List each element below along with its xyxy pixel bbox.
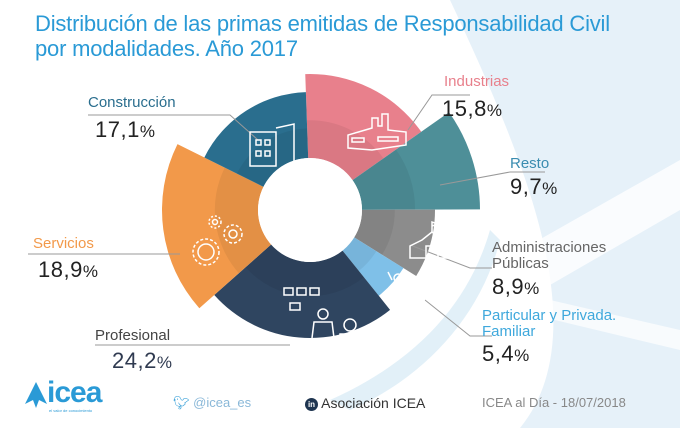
- value-resto: 9,7%: [510, 174, 558, 199]
- factory-icon: [347, 113, 407, 151]
- donut-hole: [258, 158, 362, 262]
- slice-shade: [236, 128, 309, 187]
- icea-logo-tagline: el valor de conocimiento: [49, 408, 93, 413]
- icea-logo-icon: [25, 382, 47, 408]
- leader-construccion: [88, 114, 259, 141]
- leader-resto: [439, 171, 545, 186]
- gears-icon: [192, 215, 243, 266]
- slice-industrias: [305, 74, 422, 181]
- linkedin-link[interactable]: in Asociación ICEA: [305, 395, 425, 411]
- value-administraciones: 8,9%: [492, 274, 540, 299]
- leader-admin: [409, 244, 492, 269]
- value-construccion: 17,1%: [95, 117, 156, 142]
- slice-administraciones-p-blicas: [354, 209, 435, 276]
- slice-shade: [245, 244, 364, 297]
- slice-shade: [354, 209, 395, 255]
- slice-profesional: [214, 244, 391, 338]
- label-administraciones: Administraciones Públicas: [492, 239, 607, 272]
- school-building-icon: [409, 220, 455, 259]
- slice-shade: [342, 237, 377, 271]
- label-profesional: Profesional: [95, 327, 171, 344]
- value-servicios: 18,9%: [38, 257, 99, 282]
- slice-shade: [214, 167, 272, 274]
- value-industrias: 15,8%: [442, 96, 503, 121]
- title-line-2: por modalidades. Año 2017: [35, 36, 298, 61]
- slice-particular-y-privada-familiar: [342, 237, 404, 296]
- twitter-icon: 🐦︎: [173, 395, 190, 410]
- building-icon: [249, 123, 295, 167]
- leader-industrias: [407, 94, 470, 131]
- value-profesional: 24,2%: [112, 348, 173, 373]
- twitter-link[interactable]: 🐦︎ @icea_es: [173, 395, 252, 410]
- leader-particular: [424, 299, 492, 337]
- label-resto: Resto: [510, 155, 550, 172]
- meeting-icon: [283, 287, 365, 356]
- footer-date: ICEA al Día - 18/07/2018: [482, 395, 626, 410]
- chart-title: Distribución de las primas emitidas de R…: [35, 11, 610, 61]
- label-industrias: Industrias: [444, 73, 510, 90]
- label-particular: Particular y Privada. Familiar: [482, 307, 617, 340]
- icea-logo-text: icea: [47, 376, 102, 409]
- label-servicios: Servicios: [33, 235, 94, 252]
- label-construccion: Construcción: [88, 94, 176, 111]
- family-icon: [387, 271, 427, 320]
- linkedin-icon: in: [305, 398, 318, 411]
- slice-shade: [352, 149, 416, 210]
- value-particular: 5,4%: [482, 341, 530, 366]
- slice-shade: [306, 120, 384, 181]
- slice-servicios: [161, 144, 272, 309]
- title-line-1: Distribución de las primas emitidas de R…: [35, 11, 610, 36]
- slice-resto: [352, 112, 480, 210]
